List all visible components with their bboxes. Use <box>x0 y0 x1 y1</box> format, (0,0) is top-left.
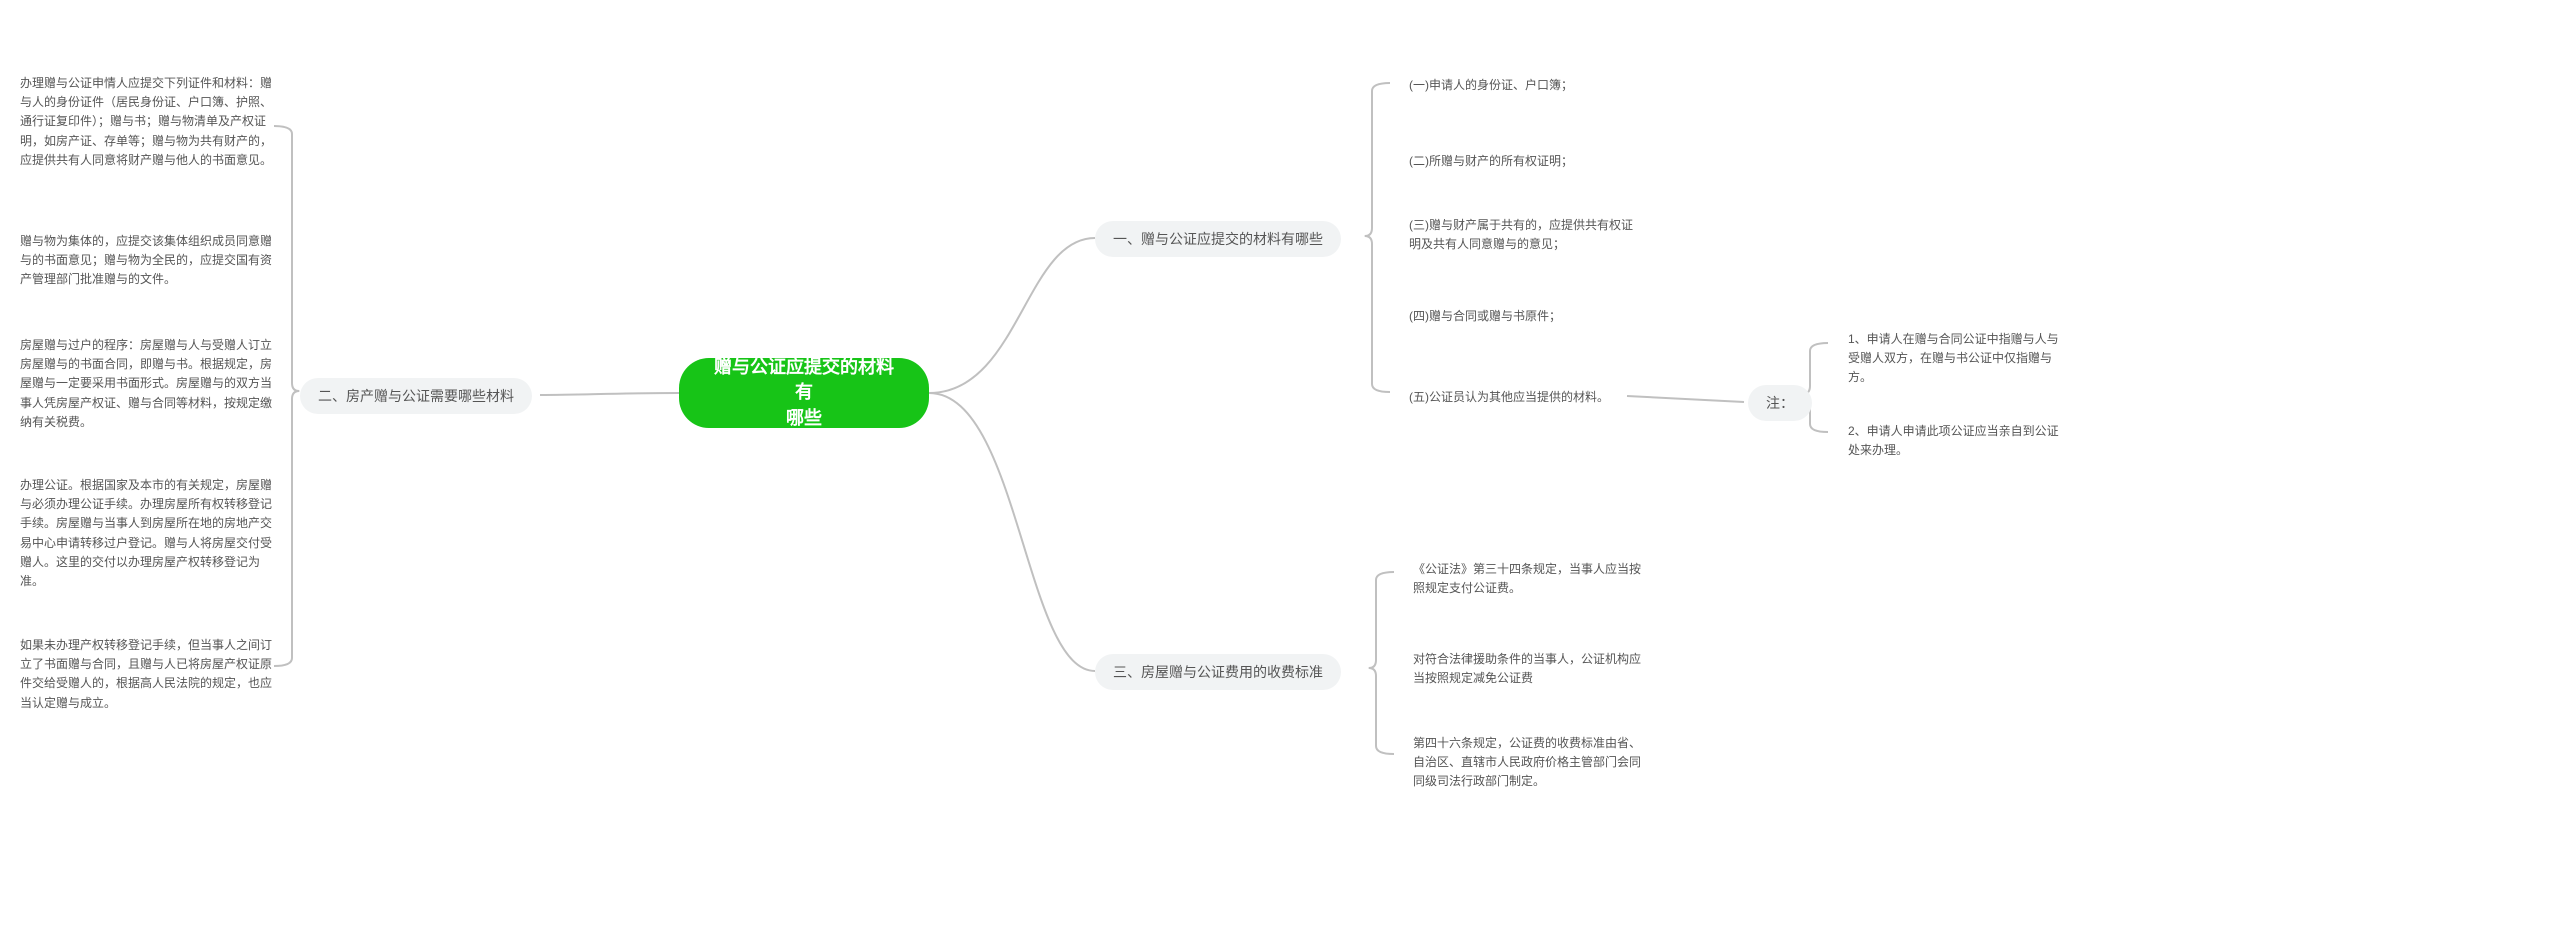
leaf-b1_5: (五)公证员认为其他应当提供的材料。 <box>1409 388 1639 407</box>
leaf-b3_3: 第四十六条规定，公证费的收费标准由省、自治区、直辖市人民政府价格主管部门会同同级… <box>1413 734 1643 792</box>
root-label-line1: 赠与公证应提交的材料有 <box>707 355 901 405</box>
branch-note: 注： <box>1748 385 1812 421</box>
leaf-b2_3: 房屋赠与过户的程序：房屋赠与人与受赠人订立房屋赠与的书面合同，即赠与书。根据规定… <box>20 336 280 432</box>
root-label-line2: 哪些 <box>786 406 822 431</box>
leaf-b1_3: (三)赠与财产属于共有的，应提供共有权证明及共有人同意赠与的意见； <box>1409 216 1639 254</box>
leaf-b2_5: 如果未办理产权转移登记手续，但当事人之间订立了书面赠与合同，且赠与人已将房屋产权… <box>20 636 280 713</box>
branch-b1: 一、赠与公证应提交的材料有哪些 <box>1095 221 1341 257</box>
leaf-b1_4: (四)赠与合同或赠与书原件； <box>1409 307 1639 326</box>
leaf-b3_2: 对符合法律援助条件的当事人，公证机构应当按照规定减免公证费 <box>1413 650 1643 688</box>
leaf-b1_2: (二)所赠与财产的所有权证明； <box>1409 152 1639 171</box>
connector-svg <box>0 0 2560 935</box>
branch-b3: 三、房屋赠与公证费用的收费标准 <box>1095 654 1341 690</box>
leaf-note_1: 1、申请人在赠与合同公证中指赠与人与受赠人双方，在赠与书公证中仅指赠与方。 <box>1848 330 2068 388</box>
root-node: 赠与公证应提交的材料有 哪些 <box>679 358 929 428</box>
leaf-b2_4: 办理公证。根据国家及本市的有关规定，房屋赠与必须办理公证手续。办理房屋所有权转移… <box>20 476 280 591</box>
leaf-b2_2: 赠与物为集体的，应提交该集体组织成员同意赠与的书面意见；赠与物为全民的，应提交国… <box>20 232 280 290</box>
leaf-b1_1: (一)申请人的身份证、户口簿； <box>1409 76 1639 95</box>
leaf-b2_1: 办理赠与公证申情人应提交下列证件和材料：赠与人的身份证件（居民身份证、户口簿、护… <box>20 74 280 170</box>
leaf-note_2: 2、申请人申请此项公证应当亲自到公证处来办理。 <box>1848 422 2068 460</box>
leaf-b3_1: 《公证法》第三十四条规定，当事人应当按照规定支付公证费。 <box>1413 560 1643 598</box>
branch-b2: 二、房产赠与公证需要哪些材料 <box>300 378 532 414</box>
